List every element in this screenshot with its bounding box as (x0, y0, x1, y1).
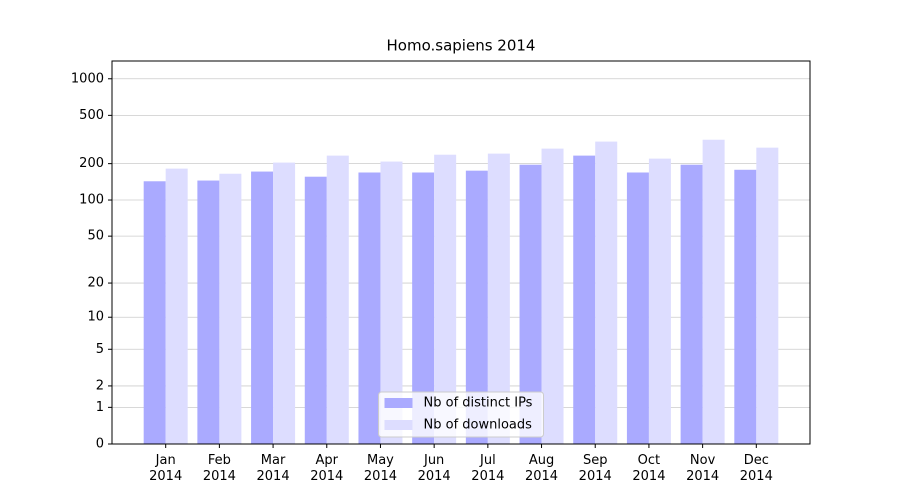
y-tick-label: 200 (79, 156, 104, 171)
bar (434, 154, 457, 444)
bar (573, 155, 596, 444)
bar (541, 148, 564, 444)
legend-box (378, 391, 544, 438)
bar (702, 139, 725, 444)
bar (680, 164, 703, 444)
bar (165, 168, 188, 444)
x-tick-label: Nov 2014 (686, 453, 720, 484)
y-tick-label: 500 (79, 108, 104, 123)
chart-title: Homo.sapiens 2014 (387, 37, 536, 55)
bar (219, 173, 242, 444)
y-tick-label: 50 (87, 229, 104, 244)
x-tick-label: Jul 2014 (471, 453, 505, 484)
legend-swatch (384, 420, 413, 430)
legend-label: Nb of downloads (424, 418, 533, 433)
bar (358, 172, 381, 445)
y-tick-label: 0 (96, 437, 104, 452)
bar (734, 169, 757, 444)
bar (626, 172, 649, 445)
bar (487, 153, 510, 444)
bar (143, 181, 166, 445)
y-tick-label: 1000 (71, 71, 104, 86)
x-tick-label: May 2014 (363, 453, 397, 484)
x-tick-label: Mar 2014 (256, 453, 290, 484)
y-tick-label: 100 (79, 193, 104, 208)
x-tick-label: Oct 2014 (632, 453, 666, 484)
x-tick-label: Sep 2014 (578, 453, 612, 484)
x-tick-label: Jan 2014 (149, 453, 183, 484)
bar (756, 147, 779, 445)
x-tick-label: Aug 2014 (524, 453, 559, 484)
bar (465, 170, 488, 444)
y-tick-label: 10 (87, 310, 104, 325)
bar (273, 162, 296, 444)
x-tick-label: Jun 2014 (417, 453, 451, 484)
bar (412, 172, 435, 445)
legend-swatch (384, 398, 413, 408)
y-tick-label: 2 (96, 378, 104, 393)
bar (304, 176, 327, 445)
bar (251, 171, 274, 444)
x-tick-label: Dec 2014 (739, 453, 773, 484)
bar (648, 158, 671, 445)
legend-label: Nb of distinct IPs (424, 396, 533, 411)
x-tick-label: Feb 2014 (202, 453, 236, 484)
bar (197, 180, 220, 444)
y-tick-label: 5 (96, 342, 104, 357)
bar (380, 161, 403, 444)
x-tick-label: Apr 2014 (310, 453, 344, 484)
bar (595, 141, 618, 444)
y-tick-label: 1 (96, 400, 104, 415)
bar (519, 164, 542, 444)
plot-frame (111, 60, 811, 445)
bar (326, 155, 349, 444)
y-tick-label: 20 (87, 276, 104, 291)
